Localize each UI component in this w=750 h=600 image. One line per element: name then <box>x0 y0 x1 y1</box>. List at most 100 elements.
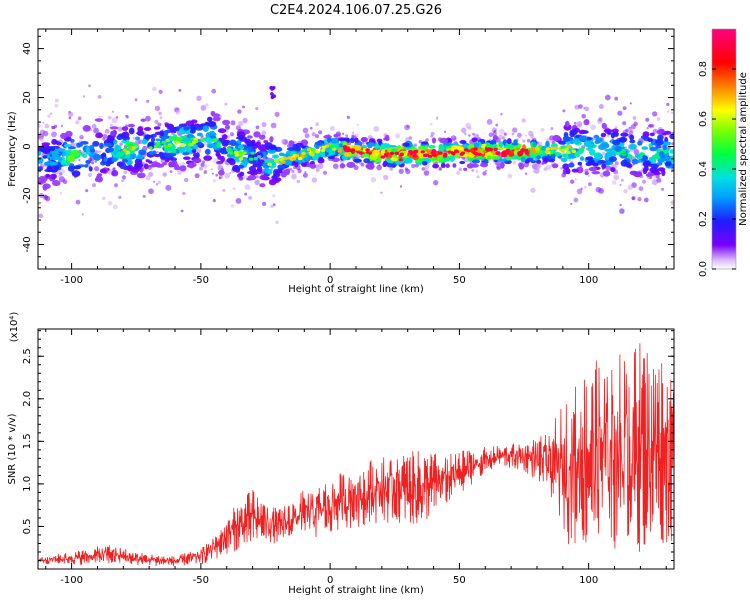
heatmap-cell <box>550 127 554 131</box>
heatmap-cell <box>235 198 242 204</box>
heatmap-cell <box>381 143 391 149</box>
heatmap-cell <box>253 131 261 138</box>
heatmap-cell <box>395 133 401 139</box>
colorbar-gradient <box>712 29 736 269</box>
heatmap-cell <box>338 133 341 136</box>
heatmap-cell <box>493 129 496 133</box>
heatmap-cell <box>614 96 619 101</box>
heatmap-cell <box>60 159 68 166</box>
heatmap-cell <box>583 107 586 110</box>
heatmap-cell <box>405 168 411 175</box>
heatmap-cell <box>498 141 504 148</box>
heatmap-cell <box>408 136 413 140</box>
colorbar-ticks: 0.0 0.2 0.4 0.6 0.8 <box>698 61 736 277</box>
heatmap-cell <box>581 113 586 119</box>
snr-series-line <box>38 343 674 567</box>
heatmap-cell <box>473 133 478 138</box>
heatmap-cell <box>330 126 335 131</box>
heatmap-cell <box>70 139 75 143</box>
heatmap-cell <box>143 163 149 170</box>
heatmap-cell <box>39 129 46 135</box>
heatmap-cell <box>157 122 162 127</box>
heatmap-cell <box>85 159 92 164</box>
heatmap-cell <box>631 196 636 201</box>
heatmap-cell <box>335 167 338 170</box>
heatmap-cell <box>562 163 570 170</box>
heatmap-cell <box>94 160 97 163</box>
heatmap-cell <box>431 156 437 161</box>
heatmap-cell <box>177 170 182 175</box>
heatmap-cell <box>306 148 312 152</box>
heatmap-cell <box>479 148 485 153</box>
heatmap-cell <box>93 153 102 161</box>
heatmap-cell <box>287 156 292 160</box>
heatmap-cell <box>360 137 368 142</box>
heatmap-cell <box>460 151 466 155</box>
heatmap-cell <box>588 166 597 172</box>
heatmap-cell <box>200 162 205 167</box>
heatmap-cell <box>195 126 203 131</box>
heatmap-cell <box>598 117 603 122</box>
heatmap-cell <box>111 157 118 162</box>
heatmap-cell <box>230 120 236 126</box>
heatmap-cell <box>629 134 635 141</box>
heatmap-cell <box>648 124 654 128</box>
heatmap-cell <box>314 141 323 146</box>
heatmap-cell <box>430 134 434 138</box>
heatmap-cell <box>112 204 118 210</box>
heatmap-cell <box>495 151 500 155</box>
heatmap-cell <box>194 173 200 179</box>
heatmap-cell <box>239 171 245 177</box>
heatmap-cell <box>169 170 173 174</box>
heatmap-cell <box>227 147 232 151</box>
heatmap-cell <box>322 170 328 175</box>
snr-panel: -100 -50 0 50 100 0.5 1.0 1.5 2.0 2.5 (x10⁴) Heig… <box>7 312 675 596</box>
heatmap-cell <box>238 144 244 149</box>
heatmap-cell <box>210 168 213 171</box>
spectrogram-x-tick-label: 0 <box>327 275 333 286</box>
heatmap-cell <box>157 145 162 149</box>
heatmap-cell <box>333 133 339 138</box>
heatmap-cell <box>86 125 91 130</box>
heatmap-cell <box>204 148 211 155</box>
heatmap-cell <box>67 155 75 162</box>
heatmap-cell <box>234 153 240 157</box>
heatmap-cell <box>56 141 62 146</box>
heatmap-cell <box>652 128 658 134</box>
heatmap-cell <box>576 121 583 127</box>
heatmap-cell <box>429 122 433 126</box>
heatmap-cell <box>443 152 448 157</box>
heatmap-cell <box>629 139 636 144</box>
heatmap-cell <box>247 135 253 139</box>
heatmap-cell <box>600 142 610 149</box>
heatmap-cell <box>191 148 197 154</box>
heatmap-cell <box>524 148 529 153</box>
spectrogram-x-tick-label: 50 <box>453 275 466 286</box>
heatmap-cell <box>655 154 660 160</box>
heatmap-cell <box>655 138 664 146</box>
heatmap-cell <box>80 141 89 145</box>
heatmap-cell <box>38 176 46 181</box>
heatmap-cell <box>49 161 58 166</box>
heatmap-cell <box>126 164 134 172</box>
heatmap-cell <box>207 143 214 149</box>
heatmap-cell <box>297 157 303 161</box>
heatmap-cell <box>459 160 466 165</box>
heatmap-cell <box>566 150 571 155</box>
heatmap-cell <box>488 147 493 151</box>
heatmap-cell <box>211 172 214 175</box>
heatmap-cell <box>630 124 636 130</box>
heatmap-cell <box>670 111 674 115</box>
heatmap-cell <box>574 104 580 110</box>
heatmap-cell <box>565 168 571 175</box>
heatmap-cell <box>248 146 253 153</box>
heatmap-cell <box>594 140 601 144</box>
heatmap-cell <box>179 165 187 172</box>
heatmap-cell <box>378 164 381 167</box>
heatmap-cell <box>175 109 181 115</box>
heatmap-cell <box>158 111 162 116</box>
heatmap-cell <box>51 138 58 145</box>
heatmap-cell <box>249 157 254 161</box>
heatmap-cell <box>604 94 611 101</box>
heatmap-cell <box>565 120 570 127</box>
